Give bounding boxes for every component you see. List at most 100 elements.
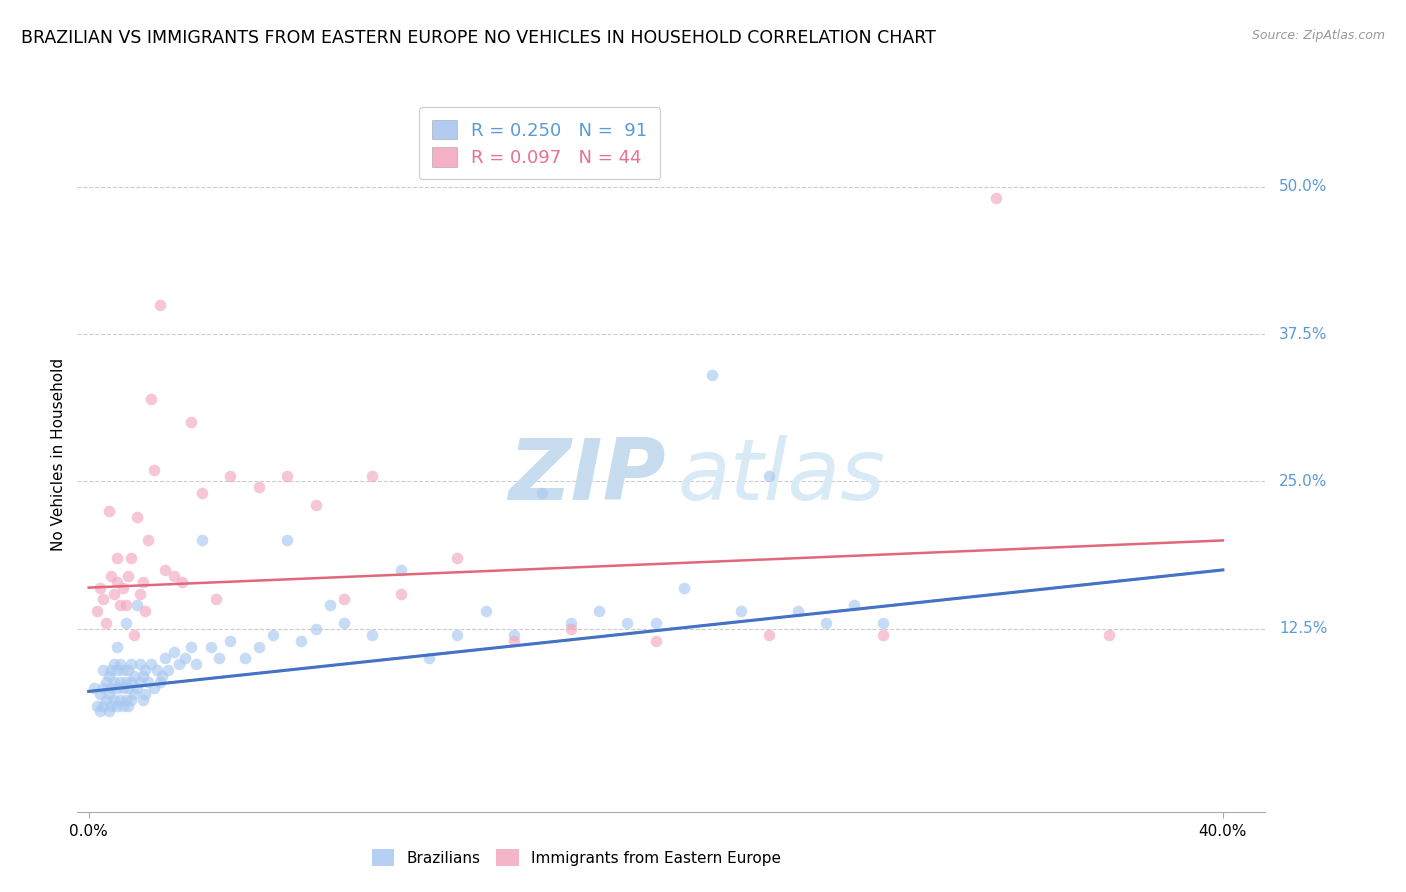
Point (94, 675, 117, 690)
Point (152, 669, 174, 683)
Point (117, 569, 139, 583)
Point (100, 569, 122, 583)
Point (108, 657, 131, 672)
Point (103, 586, 125, 600)
Text: BRAZILIAN VS IMMIGRANTS FROM EASTERN EUROPE NO VEHICLES IN HOUSEHOLD CORRELATION: BRAZILIAN VS IMMIGRANTS FROM EASTERN EUR… (21, 29, 936, 46)
Point (117, 698, 139, 713)
Point (128, 586, 150, 600)
Point (125, 599, 148, 613)
Text: 50.0%: 50.0% (1279, 179, 1327, 194)
Point (142, 463, 165, 477)
Point (290, 633, 312, 648)
Point (145, 663, 167, 677)
Point (219, 468, 242, 483)
Point (120, 692, 142, 706)
Point (114, 675, 136, 690)
Text: atlas: atlas (678, 434, 886, 518)
Point (97, 504, 120, 518)
Point (786, 604, 808, 618)
Point (588, 604, 610, 618)
Point (191, 533, 214, 548)
Point (702, 368, 724, 383)
Point (128, 675, 150, 690)
Point (155, 563, 177, 577)
Point (389, 586, 412, 600)
Point (730, 604, 752, 618)
Point (560, 615, 582, 630)
Point (131, 692, 153, 706)
Point (134, 604, 156, 618)
Point (91, 698, 114, 713)
Point (304, 498, 326, 512)
Point (304, 622, 326, 636)
Point (418, 651, 440, 665)
Point (157, 663, 180, 677)
Point (114, 599, 136, 613)
Point (844, 599, 866, 613)
Point (361, 468, 384, 483)
Point (361, 628, 384, 642)
Point (111, 681, 134, 695)
Point (180, 640, 202, 654)
Point (122, 628, 145, 642)
Point (103, 657, 125, 672)
Point (120, 675, 142, 690)
Point (758, 628, 780, 642)
Point (673, 581, 696, 595)
Point (117, 681, 139, 695)
Legend: Brazilians, Immigrants from Eastern Europe: Brazilians, Immigrants from Eastern Euro… (366, 843, 787, 871)
Point (100, 698, 122, 713)
Point (131, 669, 153, 683)
Point (758, 468, 780, 483)
Point (139, 657, 162, 672)
Point (208, 651, 231, 665)
Point (136, 533, 159, 548)
Point (191, 486, 214, 500)
Point (446, 551, 468, 566)
Point (247, 480, 270, 494)
Point (1098, 628, 1121, 642)
Point (120, 551, 142, 566)
Point (155, 651, 177, 665)
Point (134, 687, 156, 701)
Point (333, 592, 356, 607)
Point (616, 615, 638, 630)
Point (111, 663, 134, 677)
Point (276, 468, 298, 483)
Point (503, 628, 526, 642)
Point (180, 416, 202, 430)
Point (103, 675, 125, 690)
Point (86, 698, 108, 713)
Point (94, 615, 117, 630)
Point (139, 392, 162, 406)
Point (148, 675, 170, 690)
Text: 12.5%: 12.5% (1279, 622, 1327, 636)
Point (89, 705, 111, 719)
Point (97, 705, 120, 719)
Point (134, 663, 156, 677)
Point (108, 692, 131, 706)
Point (276, 533, 298, 548)
Point (108, 675, 131, 690)
Point (531, 486, 554, 500)
Point (163, 645, 186, 659)
Point (83, 681, 105, 695)
Point (814, 615, 837, 630)
Point (94, 692, 117, 706)
Point (111, 581, 134, 595)
Point (131, 574, 153, 589)
Point (503, 633, 526, 648)
Point (122, 669, 145, 683)
Point (111, 698, 134, 713)
Point (142, 681, 165, 695)
Point (148, 297, 170, 311)
Point (172, 574, 194, 589)
Point (105, 640, 128, 654)
Point (233, 651, 256, 665)
Point (318, 599, 340, 613)
Point (984, 191, 1007, 205)
Point (474, 604, 496, 618)
Point (644, 633, 666, 648)
Point (186, 657, 208, 672)
Point (103, 692, 125, 706)
